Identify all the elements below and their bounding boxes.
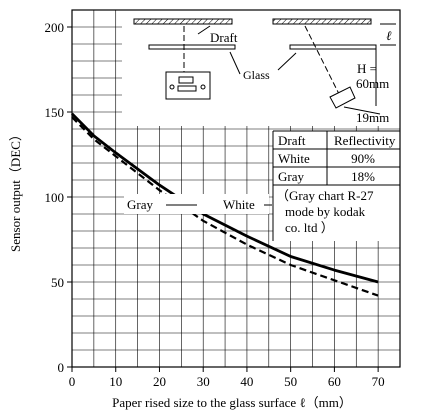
series-line-gray (71, 116, 379, 297)
curve-label-background (124, 194, 269, 214)
gap-symbol: ℓ (386, 28, 392, 43)
white-curve-label: White (223, 197, 255, 212)
y-tick-label: 200 (45, 20, 65, 35)
x-tick-label: 60 (328, 374, 341, 389)
gray-curve-label: Gray (127, 197, 153, 212)
left-glass-plate (148, 44, 236, 50)
h-value-label: 60mm (356, 76, 389, 91)
reflectivity-table: Draft Reflectivity White 90% Gray 18% （G… (272, 130, 400, 241)
tilted-sensor (329, 86, 356, 109)
x-tick-label: 20 (153, 374, 166, 389)
apparatus-diagram: Draft Glass ℓ H = 60mm 19mm (122, 10, 400, 126)
sensor-element (178, 76, 194, 84)
right-draft-sheet (272, 18, 372, 25)
glass-label: Glass (243, 68, 270, 82)
table-cell-white-value: 90% (351, 151, 375, 166)
draft-leader-line (197, 25, 211, 35)
glass-leader-left (229, 51, 241, 75)
y-tick-label: 50 (51, 275, 64, 290)
tick-labels: 0 10 20 30 40 50 60 70 0 50 100 150 200 (45, 20, 385, 389)
sensor-lens-left (169, 84, 175, 90)
table-cell-gray-value: 18% (351, 169, 375, 184)
right-optical-axis (304, 25, 343, 101)
plot-frame (71, 9, 401, 368)
table-cell-white: White (278, 151, 310, 166)
y-tick-label: 100 (45, 190, 65, 205)
x-tick-label: 70 (372, 374, 385, 389)
table-header-draft: Draft (278, 133, 306, 148)
y-tick-label: 150 (45, 105, 65, 120)
dim-label: 19mm (356, 110, 389, 125)
x-tick-label: 40 (240, 374, 253, 389)
table-cell-gray: Gray (278, 169, 304, 184)
x-tick-label: 0 (69, 374, 76, 389)
curve-labels: Gray White (124, 194, 272, 214)
y-tick-label: 0 (58, 360, 65, 375)
table-note-line-3: co. ltd ） (285, 220, 334, 235)
right-glass-plate (289, 44, 377, 50)
glass-leader-right (277, 52, 297, 71)
x-axis-title: Paper rised size to the glass surface ℓ（… (112, 395, 352, 410)
table-note-line-1: （Gray chart R-27 (276, 188, 374, 203)
dim-leader-line (343, 106, 381, 115)
x-tick-label: 30 (197, 374, 210, 389)
table-note-line-2: mode by kodak (285, 204, 366, 219)
diagram-panel (122, 10, 400, 126)
y-axis-title: Sensor output（DEC） (8, 128, 23, 252)
draft-label: Draft (210, 30, 238, 45)
sensor-lens-right (200, 84, 206, 90)
x-tick-label: 10 (109, 374, 122, 389)
left-draft-sheet (133, 18, 233, 25)
x-tick-label: 50 (284, 374, 297, 389)
h-label: H = (357, 61, 377, 76)
sensor-lower-part (177, 85, 197, 92)
table-header-reflectivity: Reflectivity (334, 133, 396, 148)
